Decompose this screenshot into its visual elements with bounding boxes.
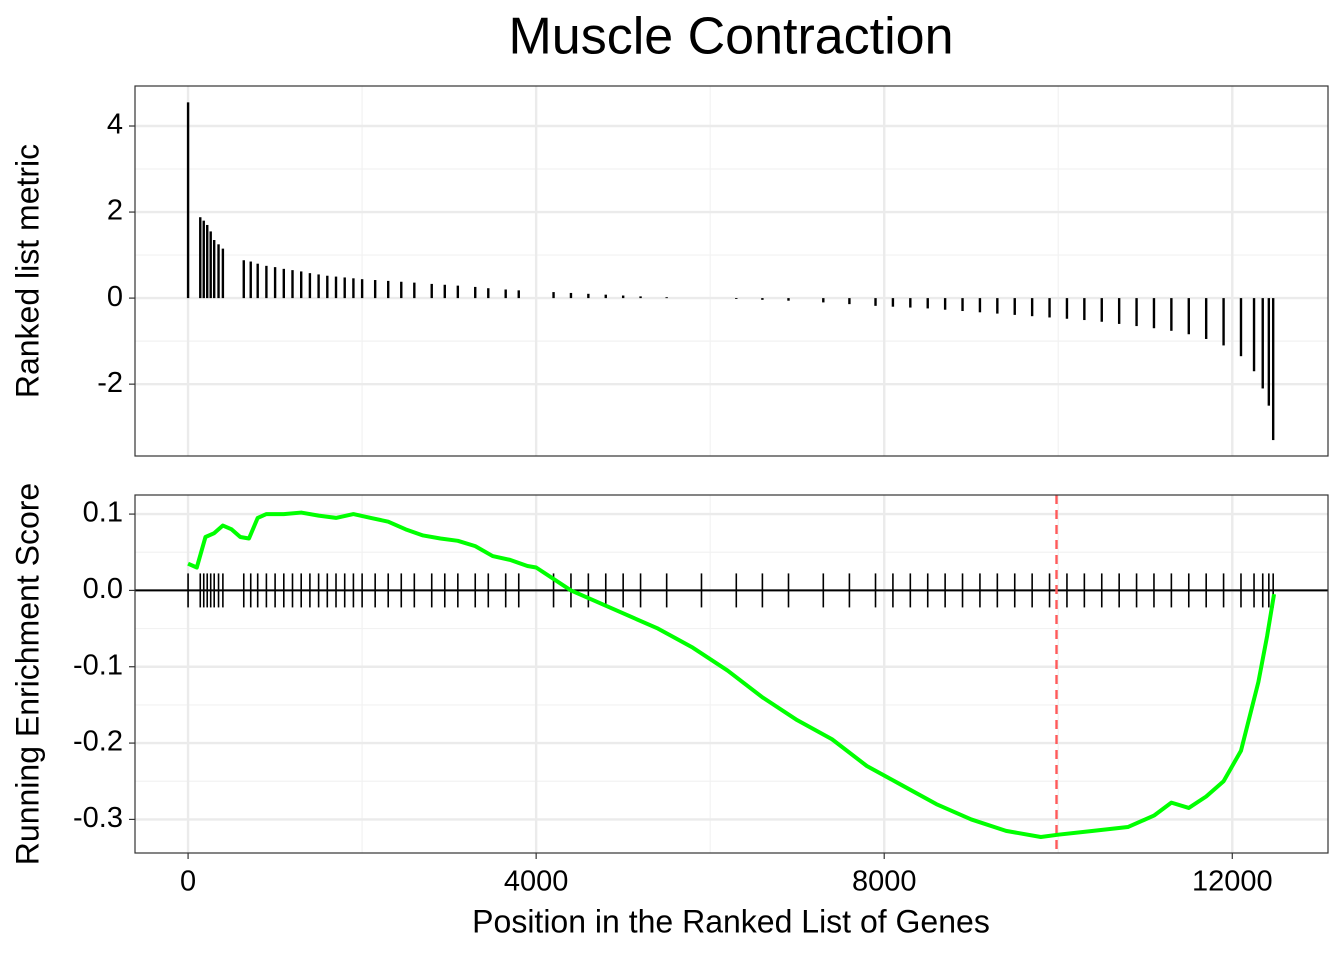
bar [387,280,390,299]
bar [787,298,790,301]
bar [326,275,329,299]
bar [943,298,947,310]
y-tick-label: 4 [107,109,123,141]
bar [186,102,190,299]
bar [848,298,851,305]
bar [430,283,433,299]
bar [1065,298,1069,319]
y-tick-label: -0.2 [73,726,123,758]
bar [1048,298,1051,318]
bar [400,281,403,299]
y-tick-label: 0.1 [83,497,123,529]
bar [1135,298,1138,327]
bar [552,292,555,299]
y-tick-label: 0.0 [83,573,123,605]
bar [474,286,477,299]
bar [1083,298,1086,321]
bar [926,298,929,309]
bar [373,280,377,299]
bar [1013,298,1016,315]
bar [665,297,668,299]
bar [202,220,205,299]
x-tick-label: 0 [180,866,196,898]
bar [621,295,625,299]
bar [1261,298,1264,389]
bar [909,298,912,308]
bar [1187,298,1190,335]
bar [443,284,446,299]
bar [735,298,738,299]
bar [604,294,607,299]
bar [517,290,520,299]
bar [221,248,225,299]
x-tick-label: 8000 [852,866,917,898]
chart-title: Muscle Contraction [508,8,953,66]
y-tick-label: -0.1 [73,649,123,681]
bar [456,285,460,299]
y-axis-label: Ranked list metric [9,144,45,398]
bar [1239,298,1243,357]
bar [273,267,277,299]
bar [1267,298,1271,406]
bar [487,288,490,299]
y-tick-label: -2 [97,367,123,399]
x-tick-label: 12000 [1192,866,1273,898]
bar [639,296,642,299]
bar [343,277,346,299]
bar [822,298,825,303]
y-tick-label: -0.3 [73,802,123,834]
bar [249,261,252,299]
bar [1030,298,1034,317]
bar [961,298,964,312]
bar [242,260,245,299]
bar [874,298,877,306]
bar [1152,298,1156,329]
bar [199,217,202,299]
bar [1271,298,1275,441]
panel-border [134,494,1329,854]
bar [334,276,338,299]
bar [891,298,895,307]
bar [761,298,764,300]
bar [1117,298,1121,324]
bar [360,279,364,299]
bar [1222,298,1225,346]
bar [587,293,590,299]
bar [569,292,573,299]
panel-background [135,86,1328,456]
panel-border [134,85,1329,457]
x-axis-label: Position in the Ranked List of Genes [472,903,990,939]
bar [265,265,268,299]
bar [1100,298,1103,322]
bar [291,270,294,299]
bar [308,273,312,299]
bar [206,224,209,299]
y-tick-label: 0 [107,281,123,313]
bar [212,240,216,299]
bar [209,231,212,299]
bar [978,298,982,313]
bar [352,278,355,299]
bar [1170,298,1173,331]
y-tick-label: 2 [107,195,123,227]
bar [504,289,507,299]
bar [996,298,999,314]
x-tick-label: 4000 [504,866,569,898]
bar [317,274,320,299]
bar [217,244,220,299]
bar [1204,298,1208,339]
running-score-line [187,510,1277,839]
bar [300,271,303,299]
bar [1252,298,1256,372]
bar [282,268,285,299]
bar [413,282,416,299]
bar [256,263,259,299]
y-axis-label: Running Enrichment Score [9,483,45,865]
